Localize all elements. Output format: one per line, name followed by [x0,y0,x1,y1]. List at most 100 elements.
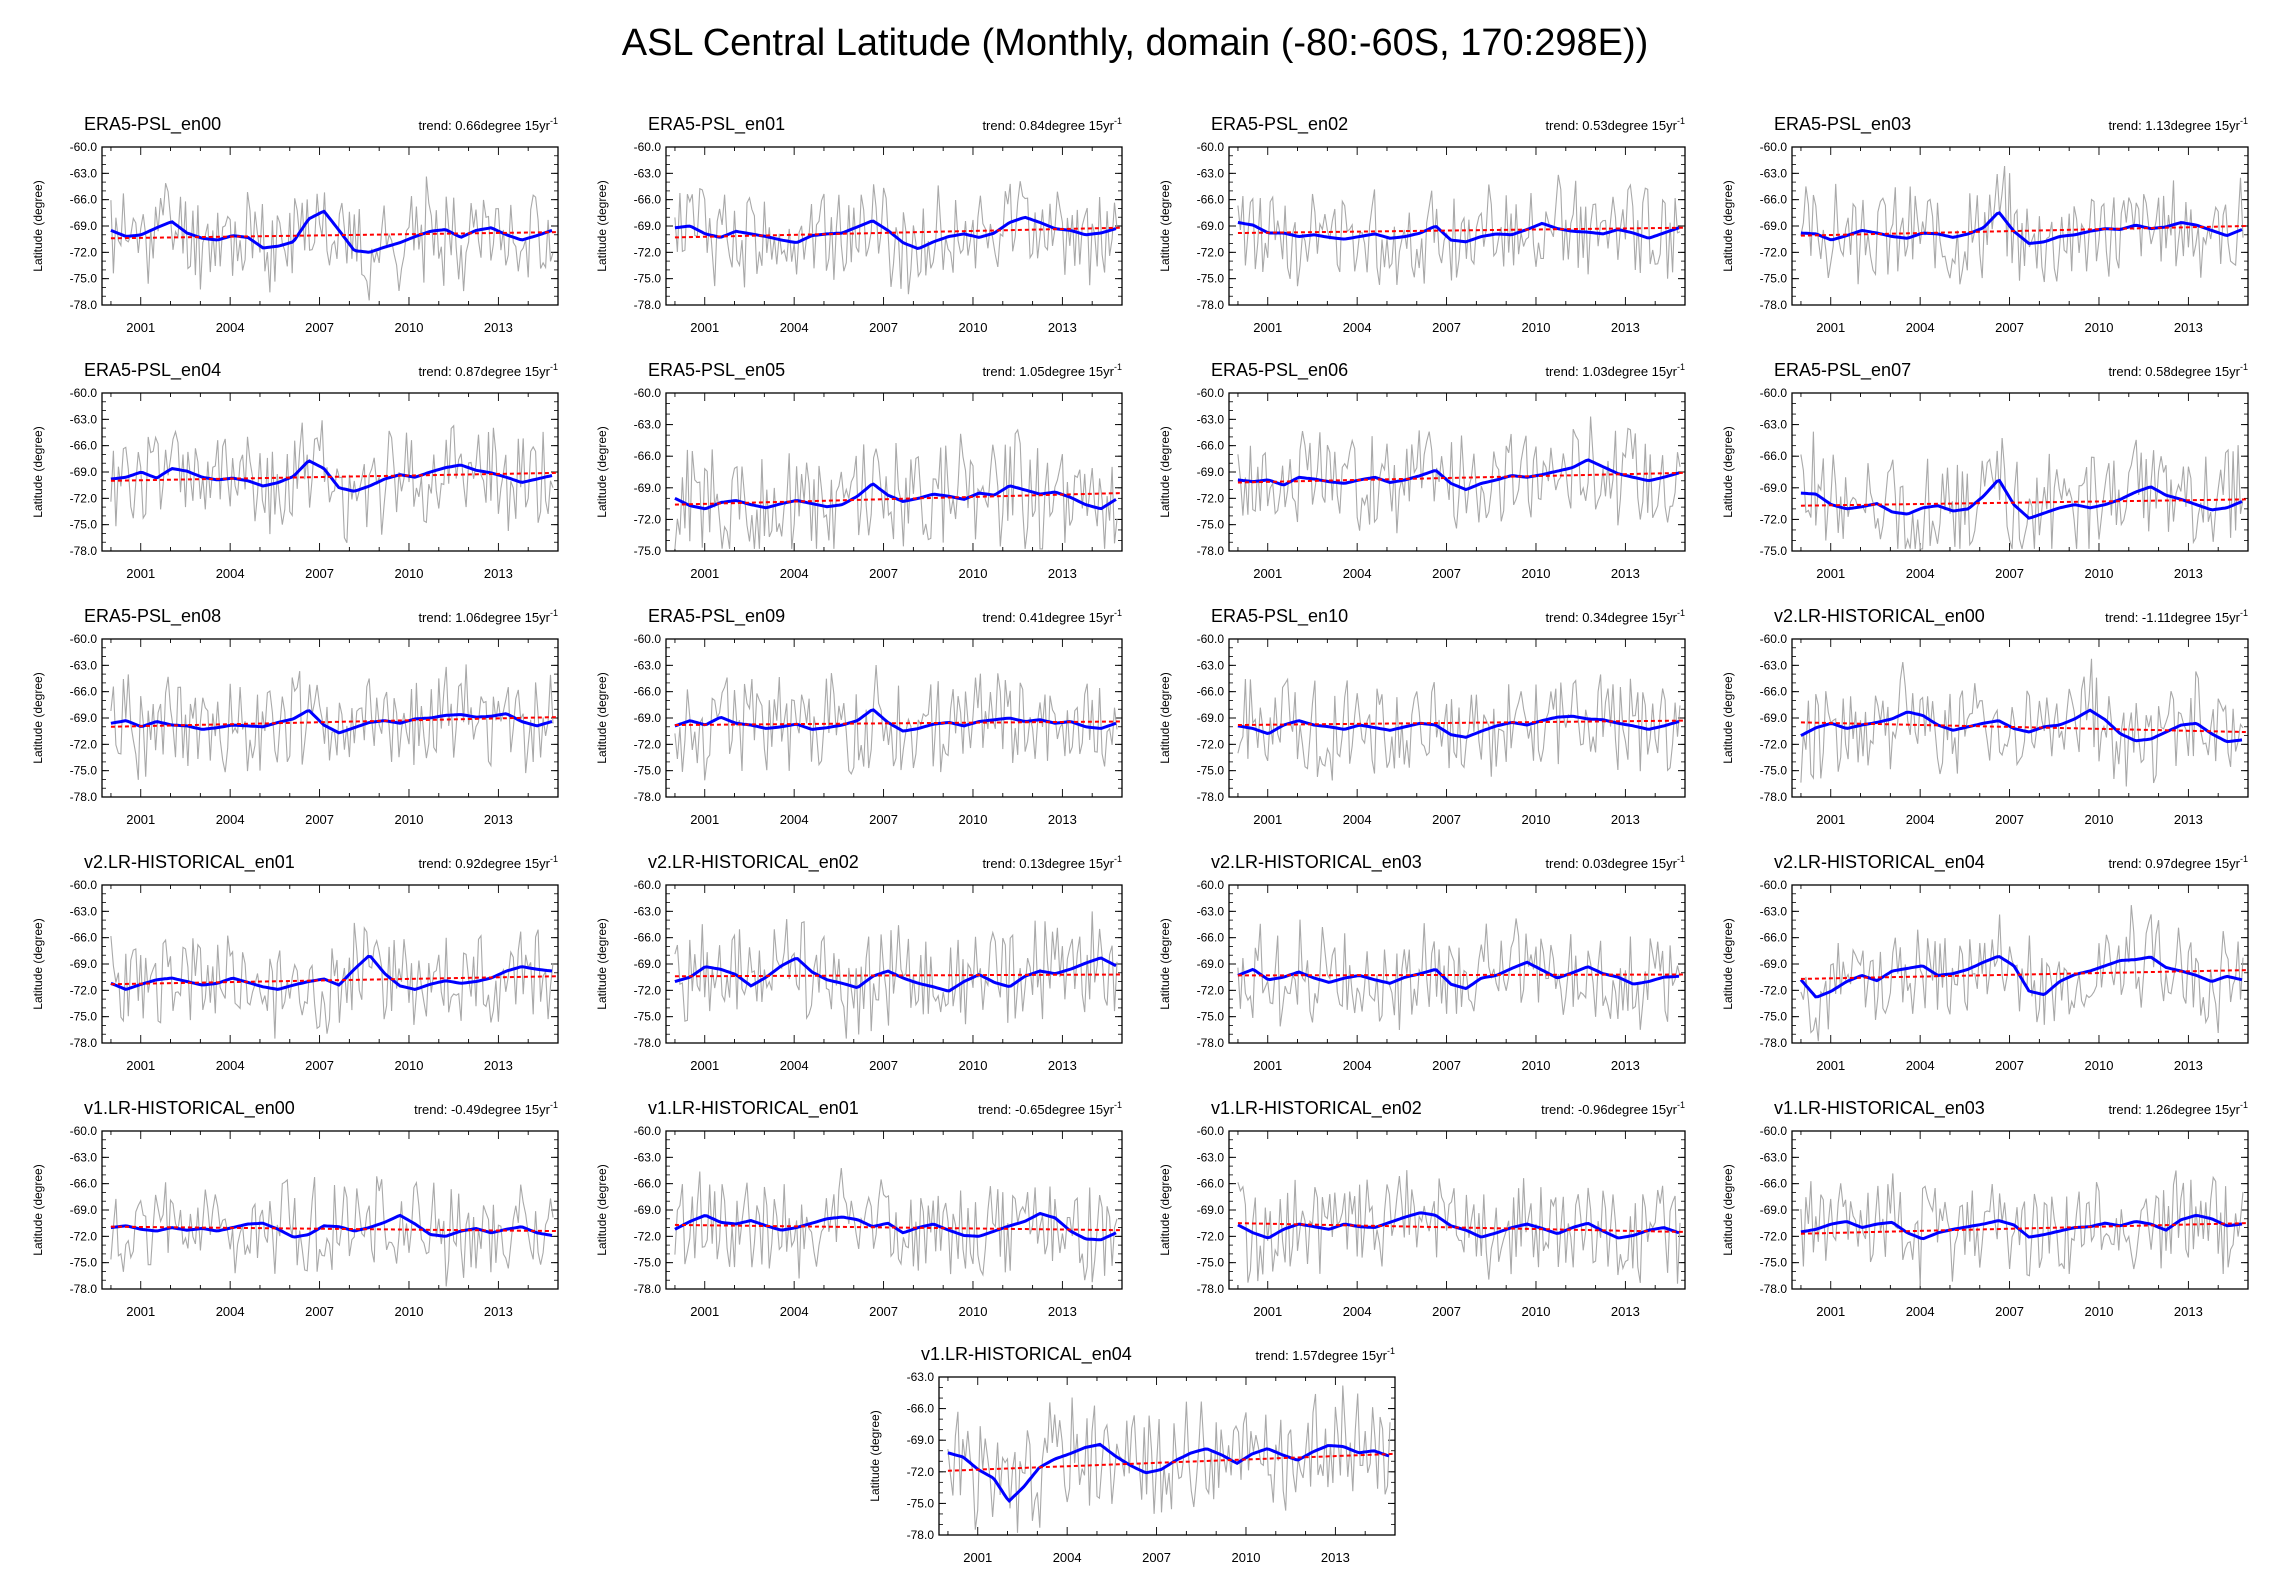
panel-title: v2.LR-HISTORICAL_en02 [648,852,859,873]
y-tick-label: -69.0 [70,957,98,971]
y-axis-label: Latitude (degree) [595,1164,609,1255]
y-tick-label: -60.0 [634,632,662,646]
y-tick-label: -66.0 [634,685,662,699]
y-tick-label: -72.0 [1760,245,1788,259]
chart-panel: v2.LR-HISTORICAL_en02 trend: 0.13degree 1… [595,852,1123,1073]
y-tick-label: -66.0 [634,1177,662,1191]
x-tick-label: 2010 [2085,320,2114,335]
x-tick-label: 2013 [2174,320,2203,335]
trend-line [1237,973,1684,977]
y-tick-label: -75.0 [1760,1256,1788,1270]
y-tick-label: -60.0 [70,1124,98,1138]
trend-line [674,1223,1121,1232]
y-tick-label: -60.0 [1760,386,1788,400]
y-tick-label: -66.0 [634,193,662,207]
chart-panel: v2.LR-HISTORICAL_en04 trend: 0.97degree 1… [1721,852,2249,1073]
monthly-series-line [1800,905,2244,1042]
y-axis-label: Latitude (degree) [1721,1164,1735,1255]
trend-label: trend: 1.03degree 15yr-1 [1545,362,1685,379]
trend-line [674,720,1121,727]
chart-panel: ERA5-PSL_en03 trend: 1.13degree 15yr-1 -60… [1721,114,2249,335]
x-tick-label: 2013 [2174,812,2203,827]
chart-panel: ERA5-PSL_en04 trend: 0.87degree 15yr-1 -60… [31,360,559,581]
y-tick-label: -63.0 [1197,1150,1225,1164]
y-tick-label: -69.0 [907,1433,935,1447]
y-tick-label: -72.0 [907,1465,935,1479]
y-tick-label: -66.0 [1197,439,1225,453]
x-tick-label: 2004 [216,320,245,335]
panel-title: ERA5-PSL_en00 [84,114,221,135]
panel-title: v1.LR-HISTORICAL_en01 [648,1098,859,1119]
x-tick-label: 2010 [1522,1304,1551,1319]
x-tick-label: 2007 [1995,320,2024,335]
x-tick-label: 2001 [126,1304,155,1319]
x-tick-label: 2010 [395,320,424,335]
y-tick-label: -63.0 [70,1150,98,1164]
x-tick-label: 2010 [959,1304,988,1319]
x-tick-label: 2010 [959,812,988,827]
y-tick-label: -69.0 [634,481,662,495]
y-axis-label: Latitude (degree) [868,1410,882,1501]
y-tick-label: -78.0 [1197,1282,1225,1296]
y-tick-label: -60.0 [70,878,98,892]
y-tick-label: -66.0 [1760,193,1788,207]
trend-label: trend: 0.34degree 15yr-1 [1545,608,1685,625]
x-tick-label: 2010 [959,1058,988,1073]
plot-frame [101,146,559,306]
x-tick-label: 2001 [690,1058,719,1073]
y-tick-label: -69.0 [634,957,662,971]
plot-frame [665,884,1123,1044]
monthly-series-line [674,181,1118,295]
x-tick-label: 2007 [1432,1304,1461,1319]
x-tick-label: 2007 [1995,812,2024,827]
y-tick-label: -78.0 [70,298,98,312]
y-tick-label: -72.0 [70,491,98,505]
y-tick-label: -72.0 [634,983,662,997]
y-tick-label: -63.0 [70,658,98,672]
y-axis-label: Latitude (degree) [595,918,609,1009]
x-tick-label: 2007 [1432,320,1461,335]
y-tick-label: -75.0 [634,1256,662,1270]
trend-label: trend: -0.65degree 15yr-1 [978,1100,1122,1117]
chart-panel: ERA5-PSL_en05 trend: 1.05degree 15yr-1 -60… [595,360,1123,581]
y-tick-label: -69.0 [70,219,98,233]
trend-label: trend: 1.13degree 15yr-1 [2108,116,2248,133]
monthly-series-line [1237,174,1681,287]
x-tick-label: 2004 [1343,812,1372,827]
y-tick-label: -60.0 [634,878,662,892]
y-tick-label: -69.0 [634,1203,662,1217]
trend-label: trend: 0.84degree 15yr-1 [982,116,1122,133]
x-tick-label: 2001 [690,566,719,581]
x-tick-label: 2013 [484,1304,513,1319]
smoothed-series-line [110,1213,553,1239]
chart-panel: v1.LR-HISTORICAL_en01 trend: -0.65degree … [595,1098,1123,1319]
y-tick-label: -63.0 [70,166,98,180]
x-tick-label: 2004 [216,1058,245,1073]
panel-title: ERA5-PSL_en02 [1211,114,1348,135]
y-tick-label: -78.0 [70,1282,98,1296]
y-tick-label: -69.0 [70,465,98,479]
y-tick-label: -66.0 [70,931,98,945]
x-tick-label: 2007 [305,812,334,827]
y-tick-label: -63.0 [1760,904,1788,918]
x-tick-label: 2001 [1816,1304,1845,1319]
y-tick-label: -78.0 [70,1036,98,1050]
panel-title: v2.LR-HISTORICAL_en03 [1211,852,1422,873]
chart-panel: ERA5-PSL_en08 trend: 1.06degree 15yr-1 -60… [31,606,559,827]
x-tick-label: 2007 [1432,812,1461,827]
x-tick-label: 2007 [1995,1058,2024,1073]
trend-line [1800,225,2247,237]
x-tick-label: 2007 [869,1058,898,1073]
y-tick-label: -78.0 [634,1282,662,1296]
panel-title: ERA5-PSL_en07 [1774,360,1911,381]
y-tick-label: -72.0 [1197,245,1225,259]
monthly-series-line [1800,1170,2244,1287]
y-tick-label: -60.0 [1760,878,1788,892]
trend-label: trend: 1.26degree 15yr-1 [2108,1100,2248,1117]
plot-frame [1791,392,2249,552]
y-axis-label: Latitude (degree) [31,672,45,763]
x-tick-label: 2007 [305,566,334,581]
trend-label: trend: 0.53degree 15yr-1 [1545,116,1685,133]
y-tick-label: -63.0 [634,658,662,672]
x-tick-label: 2013 [484,1058,513,1073]
